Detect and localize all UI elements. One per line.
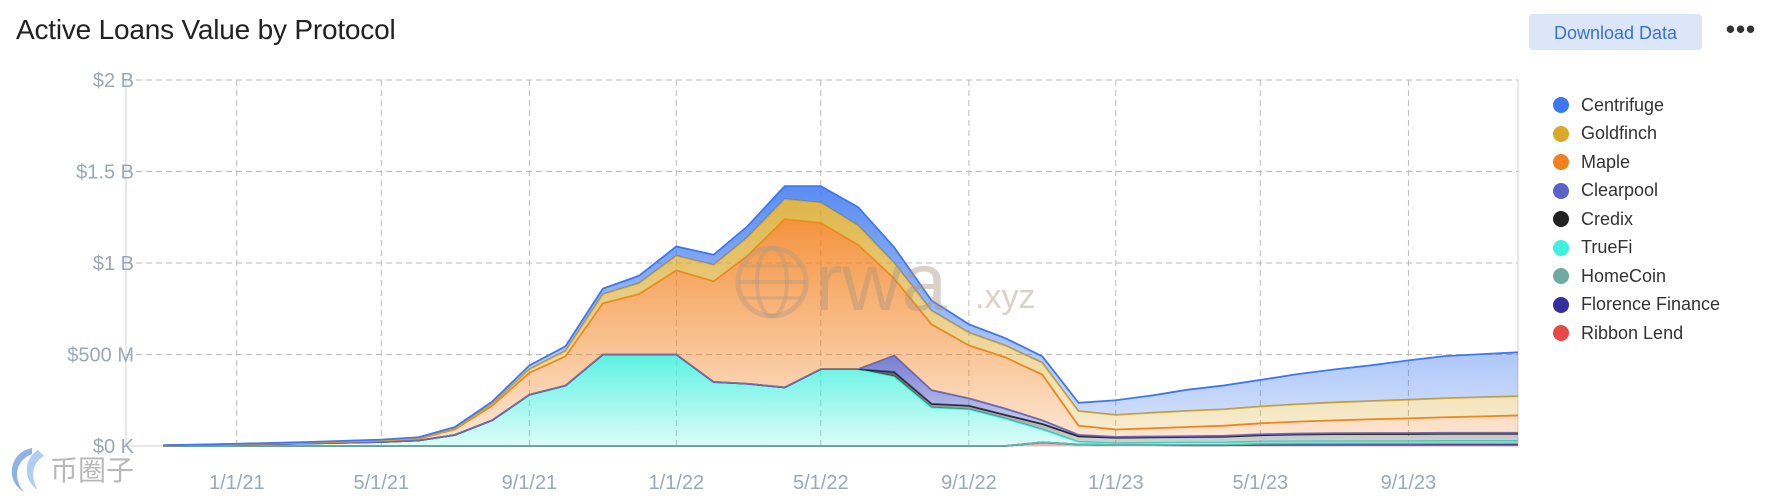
y-tick-label: $500 M: [67, 345, 134, 367]
area-truefi: [163, 354, 1518, 446]
legend-label: Goldfinch: [1581, 123, 1658, 144]
y-tick-label: $0 K: [93, 436, 135, 458]
x-tick-label: 5/1/21: [353, 472, 409, 494]
x-tick-label: 9/1/22: [941, 472, 997, 494]
axis-layer: $0 K $500 M $1 B $1.5 B $2 B 1/1/21 5/1/21 9/1/…: [67, 70, 1436, 494]
x-tick-label: 5/1/22: [793, 472, 849, 494]
legend-item-goldfinch[interactable]: Goldfinch: [1553, 120, 1720, 149]
corner-watermark: 币圈子: [11, 448, 134, 492]
x-tick-label: 9/1/21: [502, 472, 558, 494]
y-tick-label: $1.5 B: [76, 162, 134, 184]
area-maple: [163, 219, 1518, 446]
legend-label: Florence Finance: [1581, 294, 1721, 315]
legend-dot-icon: [1553, 97, 1569, 114]
legend-dot-icon: [1553, 211, 1569, 228]
x-tick-label: 9/1/23: [1381, 472, 1437, 494]
x-tick-label: 1/1/23: [1088, 472, 1144, 494]
legend-item-florence-finance[interactable]: Florence Finance: [1553, 291, 1720, 320]
legend-item-credix[interactable]: Credix: [1553, 205, 1720, 234]
legend-dot-icon: [1553, 125, 1569, 142]
legend-label: Ribbon Lend: [1581, 322, 1684, 343]
legend-label: Maple: [1581, 151, 1631, 172]
corner-logo-icon: [11, 448, 32, 492]
legend-item-clearpool[interactable]: Clearpool: [1553, 177, 1720, 206]
x-tick-label: 5/1/23: [1233, 472, 1289, 494]
x-tick-label: 1/1/21: [209, 472, 265, 494]
globe-logo-icon: [735, 245, 809, 319]
legend-label: HomeCoin: [1581, 265, 1667, 286]
y-tick-label: $1 B: [93, 253, 134, 275]
legend-item-truefi[interactable]: TrueFi: [1553, 234, 1720, 263]
chart-legend: Centrifuge Goldfinch Maple Clearpool Credix T…: [1553, 91, 1720, 348]
page-title: Active Loans Value by Protocol: [16, 14, 396, 45]
watermark-suffix: .xyz: [975, 278, 1035, 316]
x-tick-label: 1/1/22: [648, 472, 704, 494]
legend-dot-icon: [1553, 325, 1569, 342]
legend-dot-icon: [1553, 154, 1569, 171]
legend-label: Credix: [1581, 208, 1634, 229]
legend-label: Centrifuge: [1581, 94, 1665, 115]
y-tick-label: $2 B: [93, 70, 134, 92]
legend-dot-icon: [1553, 296, 1569, 313]
download-data-button[interactable]: Download Data: [1529, 14, 1702, 50]
legend-dot-icon: [1553, 239, 1569, 256]
line-centrifuge: [163, 185, 1519, 447]
legend-dot-icon: [1553, 182, 1569, 199]
more-options-icon[interactable]: •••: [1725, 14, 1757, 44]
area-credix: [163, 354, 1518, 446]
legend-item-maple[interactable]: Maple: [1553, 148, 1720, 177]
legend-item-ribbon-lend[interactable]: Ribbon Lend: [1553, 319, 1720, 348]
legend-item-centrifuge[interactable]: Centrifuge: [1553, 91, 1720, 120]
legend-label: TrueFi: [1581, 237, 1633, 258]
area-layer: [163, 185, 1519, 447]
legend-item-homecoin[interactable]: HomeCoin: [1553, 262, 1720, 291]
legend-dot-icon: [1553, 268, 1569, 285]
watermark-logo-text: rwa: [815, 237, 948, 328]
corner-watermark-text: 币圈子: [50, 454, 134, 487]
legend-label: Clearpool: [1581, 180, 1659, 201]
rwa-watermark: rwa .xyz: [735, 237, 1035, 328]
